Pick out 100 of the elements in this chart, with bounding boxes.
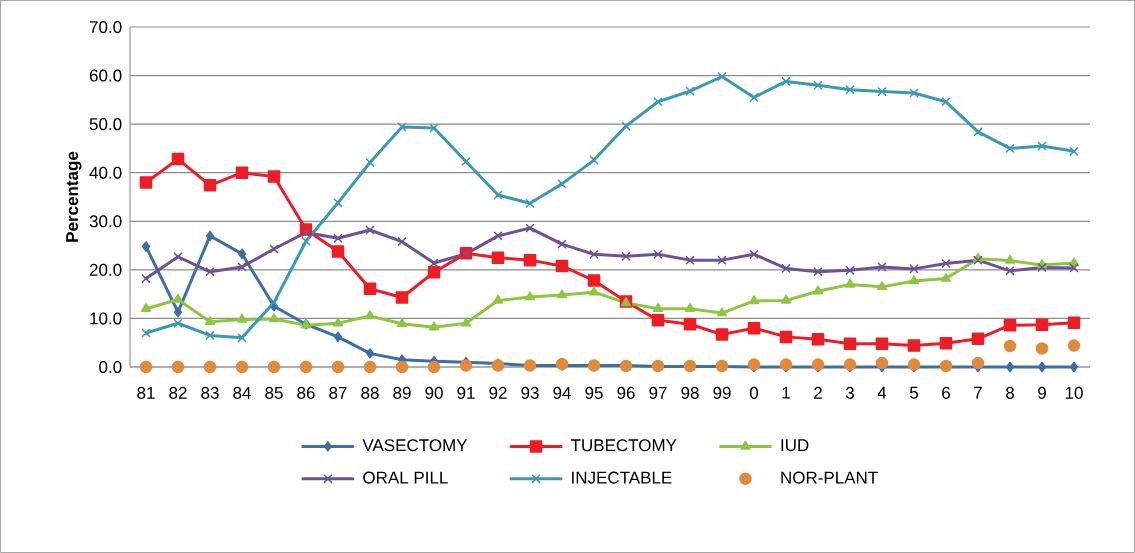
point <box>267 360 281 374</box>
point <box>907 339 921 352</box>
point <box>139 360 153 374</box>
x-tick-label: 84 <box>233 386 251 399</box>
point <box>299 360 313 374</box>
point <box>684 302 696 312</box>
point <box>1037 263 1047 272</box>
point <box>588 286 600 296</box>
point <box>140 302 152 312</box>
x-tick-label: 9 <box>1038 386 1046 399</box>
point <box>716 307 728 317</box>
point <box>1005 144 1015 153</box>
point <box>844 278 856 288</box>
point <box>877 87 887 96</box>
x-tick-label: 8 <box>1006 386 1014 399</box>
point <box>1003 339 1017 353</box>
point <box>587 274 601 287</box>
legend-label: INJECTABLE <box>572 471 672 484</box>
x-tick-label: 87 <box>329 386 347 399</box>
point <box>301 228 311 237</box>
point <box>459 359 473 372</box>
point <box>363 360 377 374</box>
point <box>781 264 791 273</box>
point <box>1069 361 1079 373</box>
point <box>843 337 857 350</box>
point <box>1067 339 1081 352</box>
point <box>237 262 247 272</box>
point <box>747 321 761 335</box>
x-tick-label: 96 <box>617 386 635 399</box>
x-tick-label: 0 <box>749 386 759 399</box>
point <box>395 291 409 304</box>
x-tick-label: 3 <box>845 386 854 399</box>
point <box>397 122 407 132</box>
y-tick-label: 40.0 <box>89 166 122 179</box>
point <box>331 245 345 258</box>
point <box>813 81 823 90</box>
legend-label: NOR-PLANT <box>781 471 878 484</box>
point <box>555 259 569 273</box>
point <box>333 331 343 343</box>
point <box>1005 361 1015 373</box>
point <box>204 316 216 326</box>
point <box>876 281 888 291</box>
point <box>1003 318 1017 332</box>
point <box>365 158 375 167</box>
y-tick-label: 70.0 <box>89 20 122 34</box>
point <box>525 199 535 208</box>
x-tick-label: 91 <box>457 386 475 399</box>
point <box>908 275 920 285</box>
point <box>203 360 217 374</box>
point <box>557 179 567 189</box>
point <box>685 86 695 96</box>
x-tick-label: 83 <box>201 386 219 399</box>
point <box>780 294 792 304</box>
x-tick-label: 92 <box>489 386 507 399</box>
point <box>812 285 824 295</box>
point <box>493 190 503 200</box>
point <box>1037 361 1047 373</box>
point <box>301 236 311 246</box>
point <box>749 250 759 259</box>
point <box>971 356 985 370</box>
point <box>556 289 568 299</box>
x-tick-label: 93 <box>521 386 539 399</box>
point <box>525 223 535 233</box>
x-tick-label: 2 <box>814 386 822 399</box>
point <box>845 266 855 275</box>
x-tick-label: 7 <box>974 386 982 399</box>
point <box>715 328 729 341</box>
point <box>141 328 151 338</box>
point <box>492 294 504 304</box>
y-axis-title: Percentage <box>66 151 82 242</box>
y-tick-label: 0.0 <box>99 360 122 374</box>
point <box>365 348 375 359</box>
point <box>1037 141 1047 151</box>
point <box>939 336 953 350</box>
x-tick-label: 81 <box>137 386 155 399</box>
point <box>779 330 793 344</box>
point <box>237 333 247 343</box>
x-tick-label: 95 <box>585 386 603 399</box>
x-tick-label: 4 <box>877 386 887 399</box>
point <box>237 248 247 260</box>
point <box>1035 342 1049 355</box>
point <box>1069 147 1079 156</box>
point <box>396 318 408 328</box>
point <box>333 233 343 243</box>
point <box>749 93 759 102</box>
point <box>139 176 153 189</box>
point <box>683 318 697 331</box>
point <box>171 360 185 374</box>
point <box>653 97 663 107</box>
point <box>203 179 217 192</box>
point <box>173 306 183 318</box>
y-tick-label: 10.0 <box>90 312 122 325</box>
point <box>235 166 249 179</box>
y-tick-label: 20.0 <box>89 263 122 276</box>
point <box>781 77 791 86</box>
point <box>651 314 665 327</box>
y-tick-label: 50.0 <box>89 118 122 131</box>
x-tick-label: 88 <box>361 386 379 399</box>
point <box>427 360 441 374</box>
legend-label: VASECTOMY <box>362 439 468 452</box>
